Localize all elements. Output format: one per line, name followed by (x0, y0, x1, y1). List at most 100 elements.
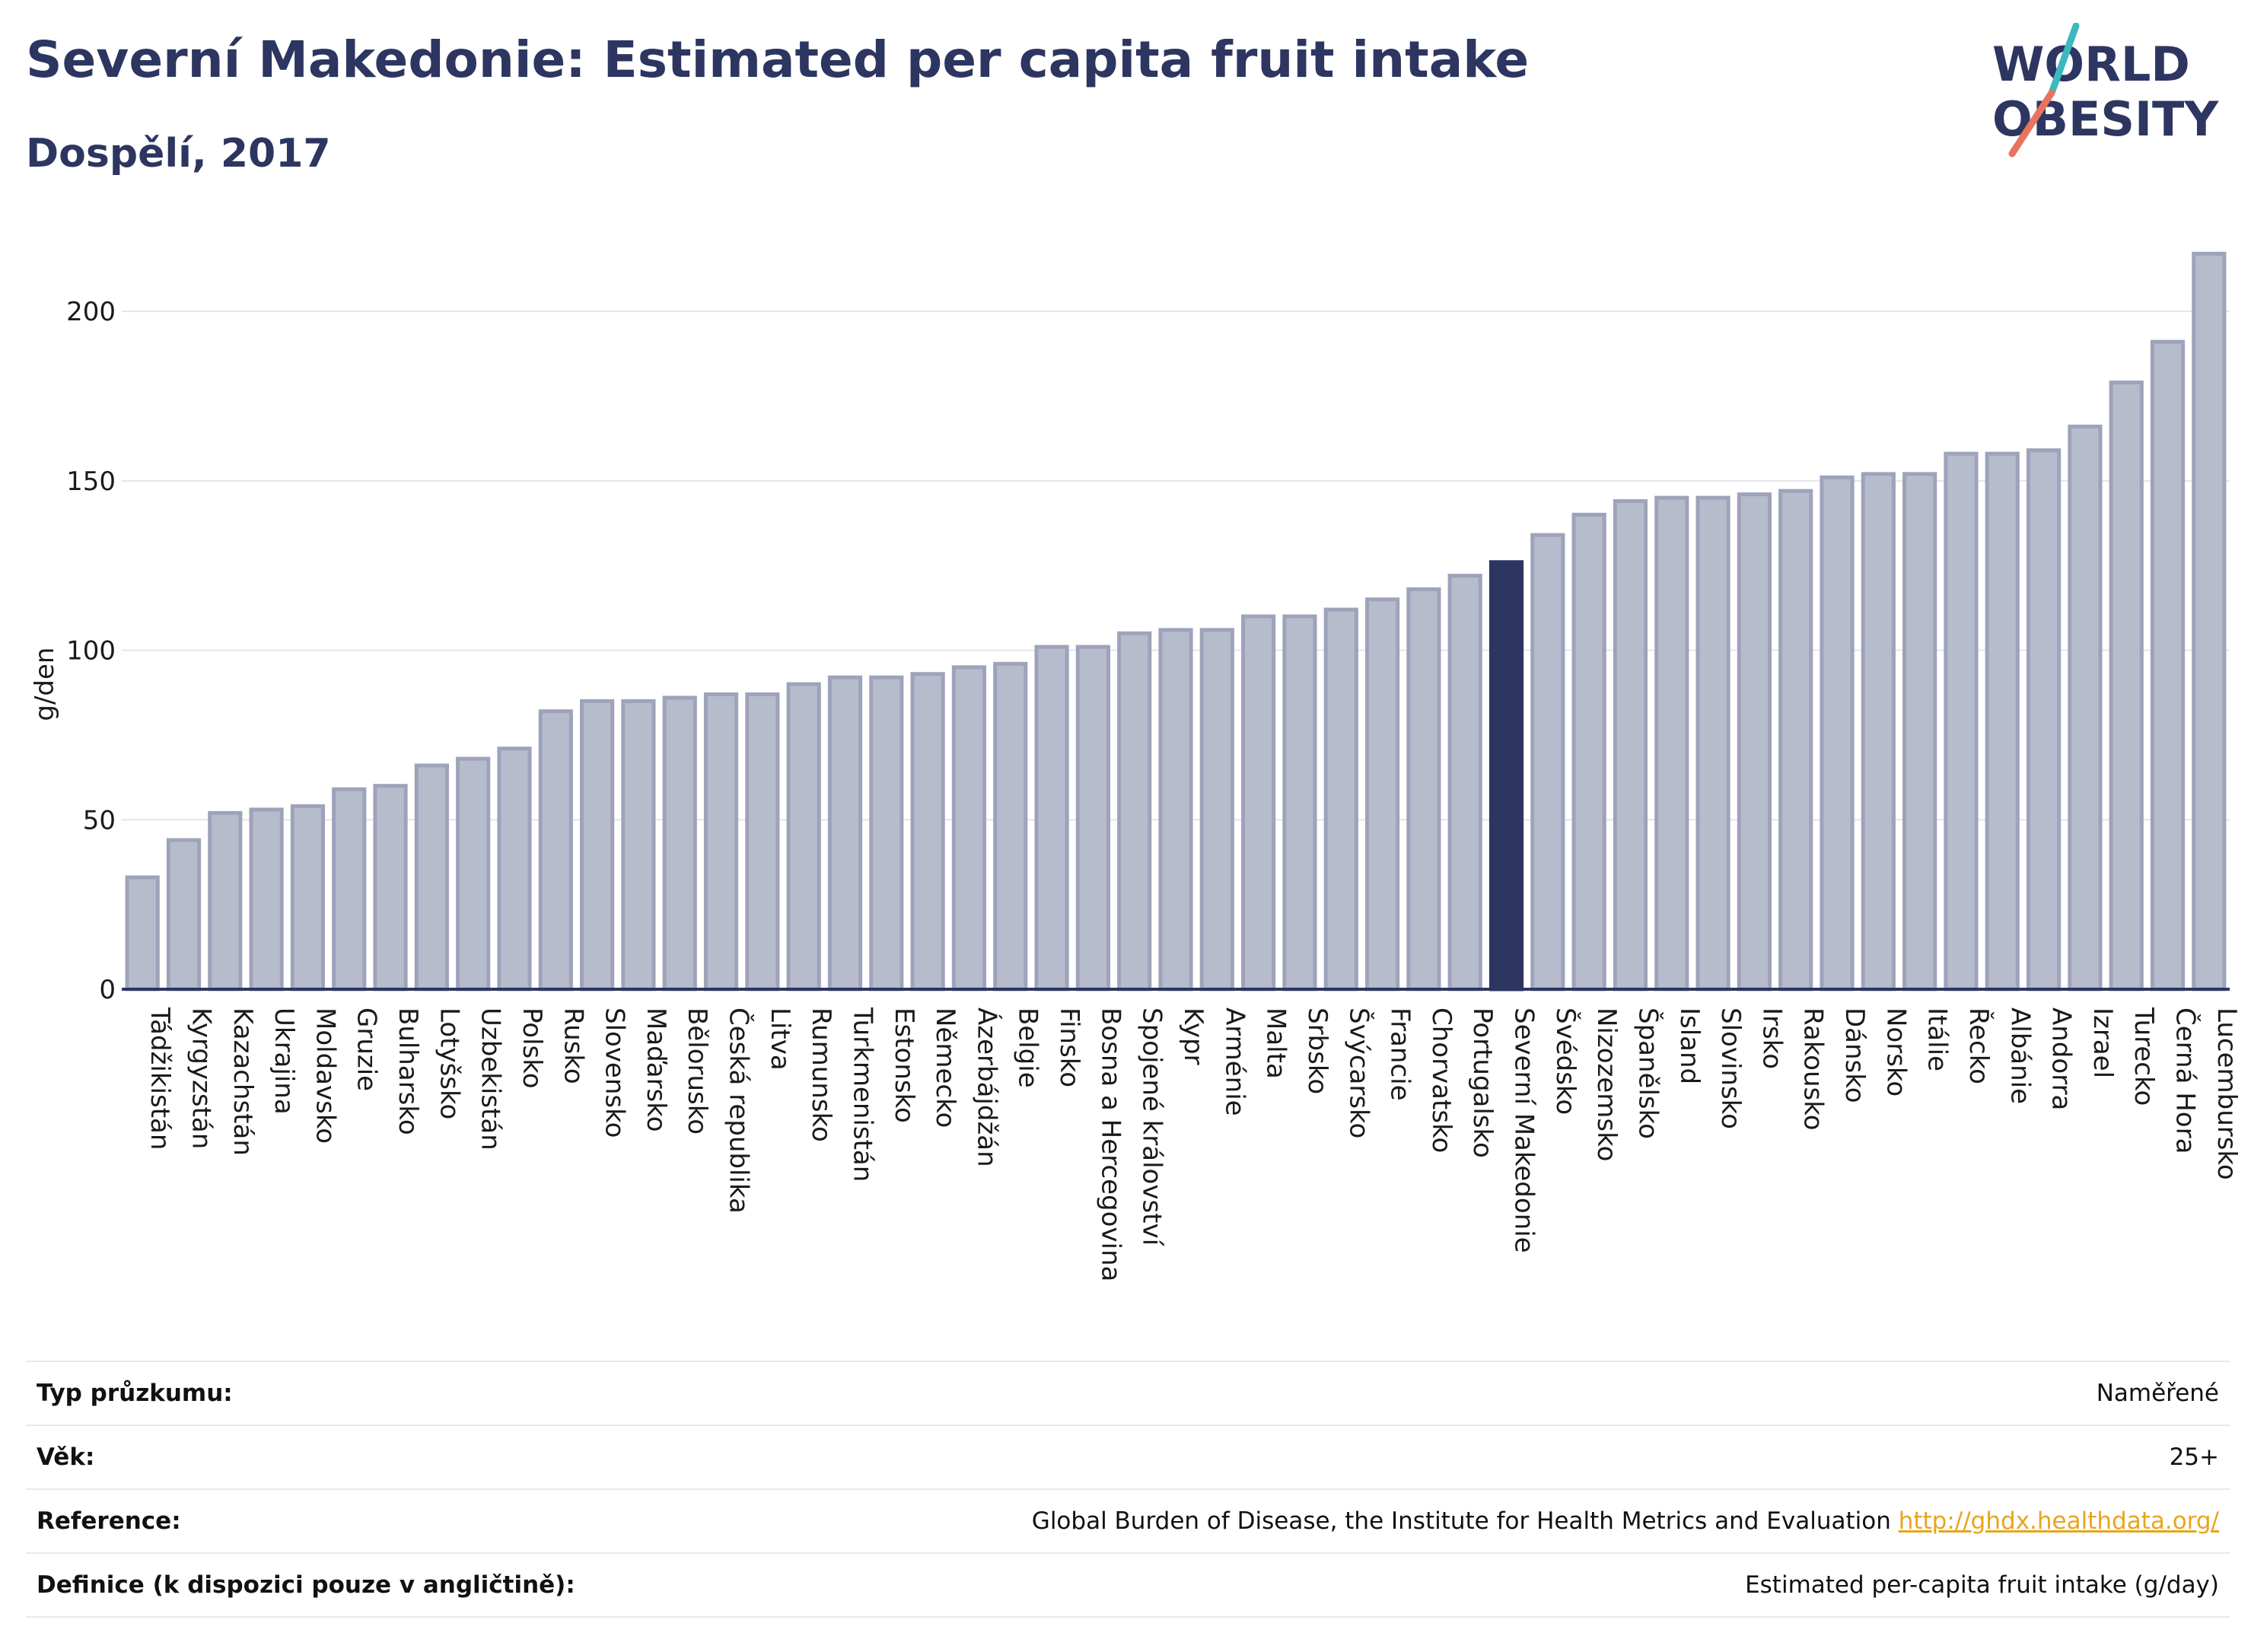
x-tick-label: Srbsko (1302, 1007, 1332, 1094)
bar[interactable] (2150, 339, 2186, 992)
x-axis-ticks: Tádžikistán Kyrgyzstán Kazachstán Ukrajina M… (145, 1007, 2242, 1281)
x-tick-label: Estonsko (889, 1007, 919, 1123)
bar[interactable] (1944, 451, 1979, 992)
bar[interactable] (1820, 475, 1855, 992)
bar-highlighted[interactable] (1488, 560, 1524, 992)
reference-link[interactable]: http://ghdx.healthdata.org/ (1898, 1507, 2219, 1535)
bar[interactable] (1447, 574, 1482, 992)
bar[interactable] (1075, 645, 1110, 992)
x-tick-label: Kazachstán (228, 1007, 258, 1156)
info-value: Naměřené (2096, 1380, 2219, 1407)
x-tick-label: Dánsko (1839, 1007, 1870, 1103)
x-tick-label: Albánie (2004, 1007, 2035, 1104)
chart-title: Severní Makedonie: Estimated per capita … (26, 30, 1530, 89)
x-tick-label: Česká republika (724, 1007, 755, 1214)
info-label: Reference: (37, 1507, 181, 1535)
bar[interactable] (208, 810, 243, 992)
x-tick-label: Island (1674, 1007, 1705, 1084)
bar[interactable] (703, 692, 739, 992)
x-tick-label: Rumunsko (806, 1007, 836, 1142)
bar[interactable] (1530, 533, 1565, 992)
x-tick-label: Švédsko (1550, 1007, 1581, 1115)
x-tick-label: Francie (1385, 1007, 1415, 1101)
bar[interactable] (332, 787, 367, 992)
bar[interactable] (869, 675, 904, 992)
bar-chart: 0 50 100 150 200 Tádžikistán Kyrgyzstán Kazach… (30, 251, 2242, 1281)
y-tick-label: 50 (83, 805, 116, 836)
bar[interactable] (1364, 597, 1400, 992)
bar[interactable] (497, 746, 532, 992)
info-row-survey-type: Typ průzkumu: Naměřené (26, 1361, 2230, 1424)
bar[interactable] (662, 695, 697, 992)
bar[interactable] (1571, 512, 1606, 992)
logo-accent-stroke-top (2048, 22, 2080, 97)
bar[interactable] (1613, 499, 1648, 992)
x-tick-label: Uzbekistán (476, 1007, 506, 1151)
x-tick-label: Malta (1261, 1007, 1291, 1079)
x-tick-label: Norsko (1880, 1007, 1911, 1097)
bar[interactable] (290, 804, 326, 992)
x-tick-label: Řecko (1963, 1007, 1995, 1084)
x-tick-label: Švýcarsko (1343, 1007, 1374, 1138)
info-row-definition: Definice (k dispozici pouze v angličtině… (26, 1552, 2230, 1618)
x-tick-label: Lucembursko (2211, 1007, 2242, 1180)
bar[interactable] (621, 699, 656, 992)
bar[interactable] (2068, 425, 2103, 992)
bar[interactable] (1695, 495, 1730, 992)
bar[interactable] (910, 672, 945, 992)
bar[interactable] (538, 709, 573, 992)
bar[interactable] (1034, 645, 1069, 992)
reference-text: Global Burden of Disease, the Institute … (1031, 1507, 1891, 1535)
x-tick-label: Bulharsko (393, 1007, 423, 1135)
bar[interactable] (373, 784, 408, 992)
bar[interactable] (1117, 631, 1152, 992)
y-tick-label: 200 (66, 297, 116, 327)
bar[interactable] (951, 665, 987, 992)
bar[interactable] (2109, 380, 2144, 992)
bar[interactable] (993, 661, 1028, 992)
x-tick-label: Černá Hora (2170, 1007, 2202, 1154)
bar[interactable] (414, 763, 449, 992)
info-value: 25+ (2169, 1444, 2219, 1471)
y-axis-ticks: 0 50 100 150 200 (66, 297, 116, 1005)
bar[interactable] (1199, 628, 1234, 992)
bar[interactable] (1902, 472, 1937, 992)
bar[interactable] (786, 682, 821, 992)
bar[interactable] (1861, 472, 1896, 992)
x-tick-label: Lotyšsko (434, 1007, 464, 1119)
x-tick-label: Polsko (517, 1007, 547, 1089)
x-tick-label: Kypr (1178, 1007, 1208, 1065)
chart-subtitle: Dospělí, 2017 (26, 131, 331, 177)
x-tick-label: Rakousko (1798, 1007, 1829, 1131)
bar[interactable] (580, 699, 615, 992)
bar[interactable] (1737, 492, 1772, 992)
bar[interactable] (249, 807, 284, 992)
bar[interactable] (1654, 495, 1689, 992)
bar[interactable] (1282, 614, 1317, 992)
bar[interactable] (2192, 251, 2227, 992)
bar[interactable] (125, 875, 160, 992)
y-tick-label: 0 (99, 975, 116, 1005)
x-tick-label: Slovensko (600, 1007, 630, 1138)
x-tick-label: Kyrgyzstán (186, 1007, 216, 1149)
bar[interactable] (827, 675, 863, 992)
x-tick-label: Chorvatsko (1426, 1007, 1457, 1153)
bar[interactable] (1323, 607, 1358, 992)
bar[interactable] (1406, 587, 1441, 992)
bar[interactable] (166, 838, 202, 992)
bar[interactable] (1778, 489, 1813, 992)
bar[interactable] (1158, 628, 1193, 992)
x-tick-label: Litva (765, 1007, 795, 1071)
x-tick-label: Německo (930, 1007, 960, 1128)
y-tick-label: 150 (66, 466, 116, 497)
x-tick-label: Turkmenistán (847, 1007, 877, 1182)
y-tick-label: 100 (66, 636, 116, 667)
x-tick-label: Slovinsko (1715, 1007, 1746, 1129)
logo-accent-stroke-bottom (2008, 89, 2055, 158)
bar[interactable] (2026, 448, 2062, 992)
logo-word-2: OBESITY (1992, 91, 2219, 147)
bar[interactable] (456, 756, 491, 992)
bar[interactable] (745, 692, 780, 992)
bar[interactable] (1985, 451, 2020, 992)
bar[interactable] (1241, 614, 1276, 992)
